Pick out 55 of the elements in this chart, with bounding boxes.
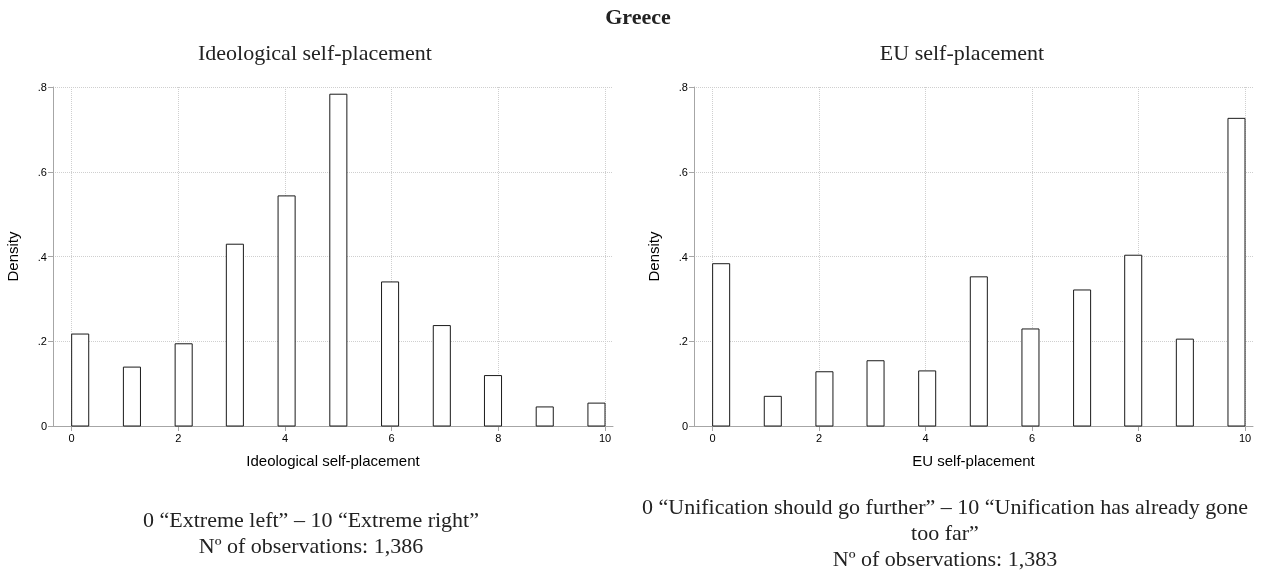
y-tick-label: .4 (37, 250, 47, 263)
bar (174, 343, 193, 427)
y-axis-title: Density (4, 231, 21, 282)
x-tick-label: 8 (495, 431, 502, 444)
bar (815, 371, 834, 427)
x-tick-label: 2 (175, 431, 182, 444)
bar (1073, 289, 1092, 427)
x-axis-title: EU self-placement (912, 452, 1036, 469)
x-tick-label: 6 (388, 431, 395, 444)
y-tick-label: 0 (40, 420, 47, 432)
text: Nº of observations: 1,386 (197, 533, 425, 559)
text: Greece (604, 3, 672, 31)
text: Nº of observations: 1,383 (831, 546, 1059, 572)
bar (587, 402, 606, 427)
bar (763, 395, 782, 427)
bar (483, 375, 503, 427)
bar (329, 93, 348, 427)
text: 0 “Unification should go further” – 10 “Unification has already gone too far” (641, 494, 1249, 546)
bar (1021, 328, 1040, 427)
x-tick-label: 10 (1238, 431, 1252, 444)
bar (535, 406, 554, 427)
bar (866, 360, 885, 427)
bar (122, 366, 141, 427)
x-tick-label: 0 (68, 431, 75, 444)
bar (1227, 117, 1246, 427)
bar (969, 276, 988, 427)
x-tick-label: 6 (1029, 431, 1036, 444)
y-tick-label: .4 (678, 250, 688, 263)
x-tick-label: 8 (1135, 431, 1142, 444)
bar (432, 325, 451, 427)
y-tick-label: .2 (678, 335, 688, 348)
chart-title: EU self-placement (879, 39, 1045, 65)
bar (277, 195, 296, 427)
y-tick-label: .2 (37, 335, 47, 348)
x-tick-label: 4 (281, 431, 289, 444)
bar (1124, 254, 1143, 427)
bar (225, 243, 244, 427)
bar (381, 281, 400, 427)
y-tick-label: 0 (681, 420, 688, 432)
y-tick-label: .6 (678, 165, 688, 178)
bar (712, 263, 731, 427)
y-tick-label: .8 (37, 81, 47, 93)
x-tick-label: 2 (816, 431, 823, 444)
bar (1175, 338, 1194, 427)
bar (71, 333, 90, 427)
text: 0 “Extreme left” – 10 “Extreme right” (142, 507, 480, 533)
bar (918, 370, 937, 427)
chart-title: Ideological self-placement (198, 39, 432, 65)
y-tick-label: .6 (37, 165, 47, 178)
x-axis-title: Ideological self-placement (246, 452, 421, 469)
x-tick-label: 4 (922, 431, 929, 444)
y-tick-label: .8 (678, 81, 688, 93)
x-tick-label: 0 (709, 431, 716, 444)
x-tick-label: 10 (598, 431, 612, 444)
y-axis-title: Density (645, 231, 662, 282)
